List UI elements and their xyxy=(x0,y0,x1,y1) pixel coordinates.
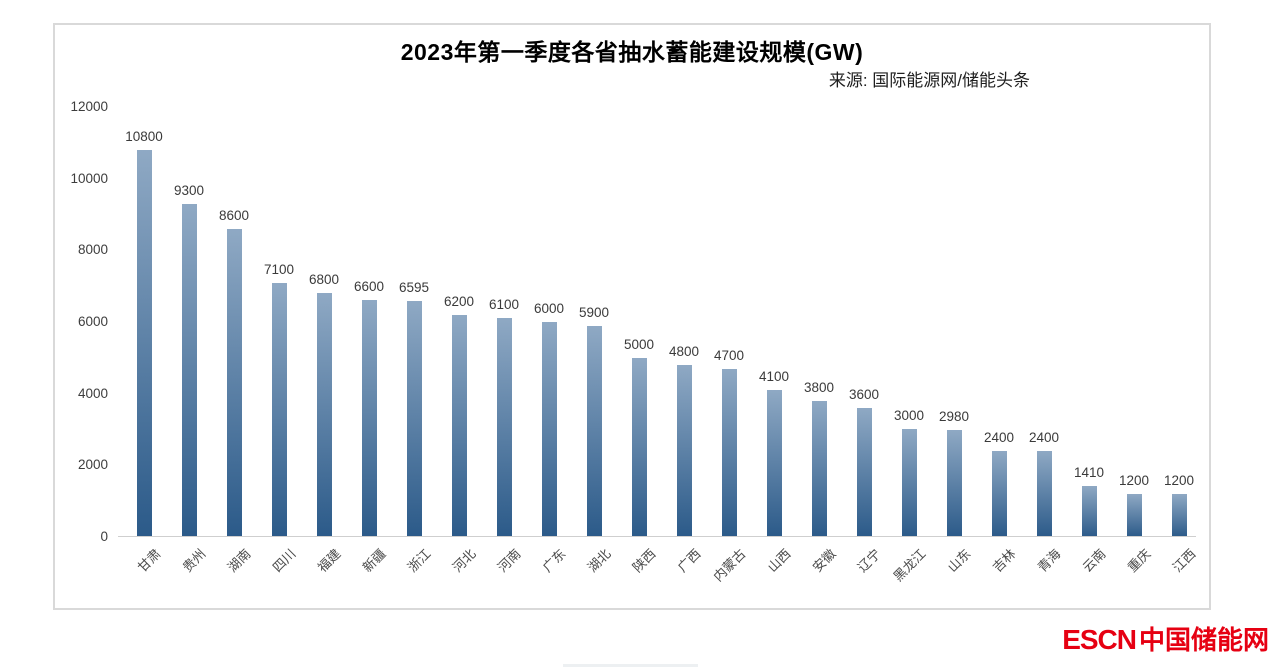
y-tick-label: 8000 xyxy=(77,242,108,258)
bar-value-label: 3800 xyxy=(803,380,835,395)
y-tick-label: 10000 xyxy=(70,170,108,186)
chart-source-note: 来源: 国际能源网/储能头条 xyxy=(828,71,1030,90)
x-axis-line xyxy=(118,536,1196,537)
bar-value-label: 5900 xyxy=(578,305,610,320)
bar xyxy=(586,326,602,537)
escn-logo-text: ESCN xyxy=(1062,624,1137,655)
bar xyxy=(1036,451,1052,537)
bar xyxy=(631,358,647,537)
bar xyxy=(271,283,287,537)
bar-value-label: 4800 xyxy=(668,344,700,359)
bar-value-label: 6800 xyxy=(308,272,340,287)
bar xyxy=(136,150,152,537)
y-tick-label: 4000 xyxy=(77,385,108,401)
bar-value-label: 1200 xyxy=(1118,473,1150,488)
bar xyxy=(946,430,962,537)
bar xyxy=(856,408,872,537)
bar-value-label: 1410 xyxy=(1073,465,1105,480)
bar-value-label: 6200 xyxy=(443,294,475,309)
bar-value-label: 2400 xyxy=(1028,430,1060,445)
bar xyxy=(1081,486,1097,537)
bar xyxy=(541,322,557,537)
bar-value-label: 10800 xyxy=(125,129,163,144)
bar xyxy=(406,301,422,537)
bar xyxy=(451,315,467,537)
bar-value-label: 6595 xyxy=(398,280,430,295)
bar-value-label: 7100 xyxy=(263,262,295,277)
bar-value-label: 3000 xyxy=(893,408,925,423)
bar-value-label: 6100 xyxy=(488,297,520,312)
bar-value-label: 2980 xyxy=(938,409,970,424)
bar xyxy=(226,229,242,537)
bar-value-label: 3600 xyxy=(848,387,880,402)
bar xyxy=(901,429,917,537)
bar xyxy=(181,204,197,537)
bar-value-label: 6000 xyxy=(533,301,565,316)
y-tick-label: 0 xyxy=(100,529,108,544)
cut-off-legend-artifact xyxy=(563,664,698,667)
bar xyxy=(1126,494,1142,537)
bar xyxy=(676,365,692,537)
bar xyxy=(316,293,332,537)
y-tick-label: 2000 xyxy=(77,457,108,473)
chart-title: 2023年第一季度各省抽水蓄能建设规模(GW) xyxy=(400,39,864,65)
bar xyxy=(496,318,512,537)
bar-value-label: 9300 xyxy=(173,183,205,198)
bar-value-label: 1200 xyxy=(1163,473,1195,488)
escn-site-name: 中国储能网 xyxy=(1138,625,1269,655)
bar xyxy=(1171,494,1187,537)
bar-value-label: 4700 xyxy=(713,348,745,363)
y-tick-label: 12000 xyxy=(70,99,108,114)
bar-value-label: 8600 xyxy=(218,208,250,223)
bar xyxy=(766,390,782,537)
bar xyxy=(361,300,377,537)
bar xyxy=(991,451,1007,537)
y-tick-label: 6000 xyxy=(77,314,108,329)
bar-value-label: 2400 xyxy=(983,430,1015,445)
escn-watermark: ESCN 中国储能网 xyxy=(1062,620,1269,657)
bar-value-label: 5000 xyxy=(623,337,655,352)
bar xyxy=(721,369,737,537)
bar-value-label: 6600 xyxy=(353,279,385,294)
bar-value-label: 4100 xyxy=(758,369,790,384)
bar xyxy=(811,401,827,537)
